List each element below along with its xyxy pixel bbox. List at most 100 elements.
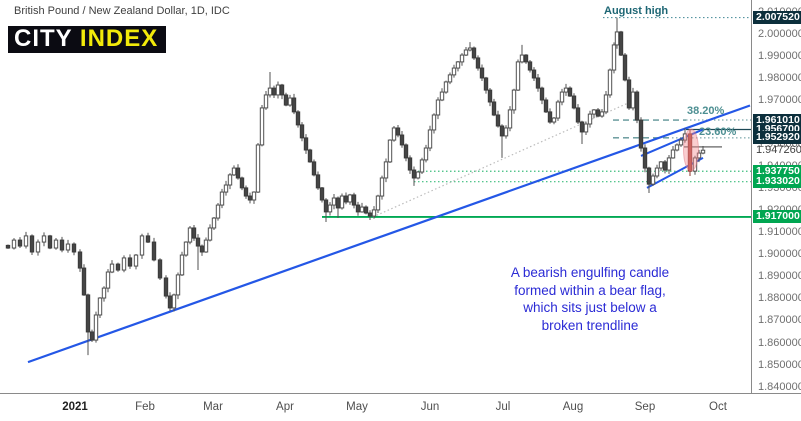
candle-body bbox=[471, 47, 477, 59]
price-tick: 1.970000 bbox=[758, 94, 801, 107]
candle-body bbox=[507, 109, 513, 129]
candle-body bbox=[331, 197, 337, 206]
candle-body bbox=[674, 144, 680, 151]
candle-body bbox=[696, 152, 702, 159]
candle-body bbox=[387, 139, 393, 163]
candle-body bbox=[435, 99, 441, 116]
candle-body bbox=[35, 241, 41, 253]
candle-body bbox=[347, 194, 353, 203]
price-tick: 1.990000 bbox=[758, 50, 801, 63]
month-tick: Mar bbox=[203, 401, 223, 413]
candle-body bbox=[145, 235, 151, 243]
candle-body bbox=[359, 206, 365, 213]
candle-body bbox=[535, 77, 541, 89]
candle-body bbox=[157, 259, 163, 279]
candle-body bbox=[607, 69, 613, 96]
candle-body bbox=[622, 54, 628, 81]
candle-body bbox=[199, 245, 205, 253]
price-tick: 1.840000 bbox=[758, 380, 801, 393]
candle-body bbox=[133, 254, 139, 267]
candle-body bbox=[670, 149, 676, 159]
candle-body bbox=[571, 95, 577, 109]
candle-body bbox=[109, 263, 115, 273]
candle-body bbox=[315, 174, 321, 189]
candle-body bbox=[547, 111, 553, 123]
candle-body bbox=[47, 235, 53, 249]
candle-body bbox=[415, 171, 421, 179]
logo-text-index: INDEX bbox=[79, 25, 159, 52]
candle-body bbox=[307, 149, 313, 163]
candle-body bbox=[195, 237, 201, 247]
candle-body bbox=[455, 61, 461, 69]
candle-body bbox=[423, 147, 429, 161]
candle-body bbox=[287, 97, 293, 106]
candle-body bbox=[53, 239, 59, 249]
candle-body bbox=[223, 184, 229, 193]
candle-body bbox=[555, 101, 561, 119]
month-tick: Sep bbox=[634, 401, 656, 413]
candle-body bbox=[247, 195, 253, 201]
price-tick: 1.880000 bbox=[758, 292, 801, 305]
price-level-badge: 1.917000 bbox=[753, 210, 801, 224]
candle-body bbox=[630, 91, 636, 109]
candle-body bbox=[295, 111, 301, 126]
candle-body bbox=[503, 127, 509, 137]
candle-body bbox=[259, 107, 265, 146]
candle-body bbox=[511, 89, 517, 111]
candle-body bbox=[551, 117, 557, 123]
bearish-engulfing-candle bbox=[687, 133, 693, 172]
candle-body bbox=[591, 109, 597, 115]
candle-body bbox=[626, 79, 632, 109]
candle-body bbox=[231, 167, 237, 176]
candle-body bbox=[371, 209, 377, 217]
candle-body bbox=[323, 199, 329, 213]
candle-body bbox=[642, 147, 648, 169]
candle-body bbox=[475, 57, 481, 69]
candle-body bbox=[531, 69, 537, 79]
price-level-badge: 2.007520 bbox=[753, 11, 801, 25]
candle-body bbox=[658, 161, 664, 169]
price-tick: 1.850000 bbox=[758, 358, 801, 371]
month-tick: Aug bbox=[562, 401, 584, 413]
time-axis[interactable]: 2021 Feb Mar Apr May Jun Jul Aug Sep Oct bbox=[0, 393, 801, 421]
logo-text-city: CITY bbox=[14, 25, 73, 52]
candle-body bbox=[267, 87, 273, 96]
candle-body bbox=[191, 227, 197, 239]
candle-body bbox=[618, 31, 624, 56]
candle-body bbox=[343, 195, 349, 203]
candle-body bbox=[219, 191, 225, 206]
candle-body bbox=[587, 113, 593, 125]
month-tick: Apr bbox=[276, 401, 294, 413]
candle-body bbox=[303, 137, 309, 151]
candle-body bbox=[575, 107, 581, 123]
price-level-badge: 1.947260 bbox=[756, 143, 801, 156]
candle-body bbox=[179, 254, 185, 276]
candle-body bbox=[407, 157, 413, 171]
candle-body bbox=[351, 194, 357, 206]
candle-body bbox=[243, 187, 249, 197]
candle-body bbox=[682, 133, 688, 141]
candle-body bbox=[11, 239, 17, 249]
price-tick: 1.910000 bbox=[758, 226, 801, 239]
candle-body bbox=[459, 54, 465, 63]
candle-body bbox=[599, 111, 605, 117]
candle-body bbox=[666, 157, 672, 171]
candle-body bbox=[519, 54, 525, 63]
candle-body bbox=[603, 94, 609, 113]
candle-body bbox=[367, 212, 373, 217]
candle-body bbox=[167, 295, 173, 309]
analyst-annotation: A bearish engulfing candle formed within… bbox=[498, 264, 682, 334]
main-trendline-broken bbox=[27, 104, 751, 364]
candle-body bbox=[275, 84, 281, 96]
candle-body bbox=[283, 94, 289, 106]
candle-body bbox=[431, 114, 437, 131]
candle-body bbox=[523, 54, 529, 63]
candle-body bbox=[5, 244, 11, 249]
price-axis[interactable]: 2.0100002.0000001.9900001.9800001.970000… bbox=[751, 0, 801, 393]
candle-body bbox=[463, 49, 469, 56]
candle-body bbox=[59, 239, 65, 251]
candle-body bbox=[495, 114, 501, 127]
price-level-badge: 1.937750 bbox=[753, 164, 801, 178]
